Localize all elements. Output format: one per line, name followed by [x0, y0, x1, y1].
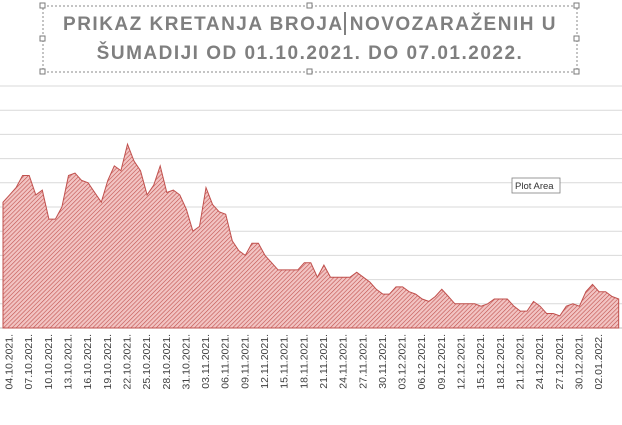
x-tick-label: 21.11.2021. — [318, 334, 330, 389]
chart-title[interactable]: ŠUMADIJI OD 01.10.2021. DO 07.01.2022. — [97, 42, 524, 64]
x-tick-label: 19.10.2021. — [102, 334, 114, 389]
x-tick-label: 30.11.2021. — [377, 334, 389, 389]
selection-handles — [39, 2, 580, 75]
x-tick-label: 18.12.2021. — [495, 334, 507, 389]
x-tick-label: 06.12.2021. — [416, 334, 428, 389]
x-tick-label: 24.12.2021. — [534, 334, 546, 389]
x-tick-label: 16.10.2021. — [82, 334, 94, 389]
x-tick-label: 12.11.2021. — [259, 334, 271, 389]
x-tick-label: 03.11.2021. — [200, 334, 212, 389]
x-tick-label: 06.11.2021. — [220, 334, 232, 389]
x-tick-label: 18.11.2021. — [298, 334, 310, 389]
area — [2, 142, 620, 329]
x-tick-label: 15.12.2021. — [475, 334, 487, 389]
x-tick-label: 27.12.2021. — [554, 334, 566, 389]
x-tick-label: 07.10.2021. — [23, 334, 35, 389]
chart-title[interactable]: PRIKAZ KRETANJA BROJA NOVOZARAŽENIH U — [63, 13, 557, 35]
x-tick-label: 31.10.2021. — [180, 334, 192, 389]
x-tick-label: 02.01.2022. — [593, 334, 605, 389]
x-tick-label: 03.12.2021. — [397, 334, 409, 389]
x-tick-label: 25.10.2021. — [141, 334, 153, 389]
tooltip: Plot Area — [511, 177, 561, 194]
x-tick-label: 27.11.2021. — [357, 334, 369, 389]
tooltip-text: Plot Area — [515, 181, 554, 192]
x-tick-label: 12.12.2021. — [456, 334, 468, 389]
x-tick-label: 28.10.2021. — [161, 334, 173, 389]
x-tick-label: 21.12.2021. — [514, 334, 526, 389]
x-tick-label: 04.10.2021. — [4, 334, 16, 389]
x-tick-label: 15.11.2021. — [279, 334, 291, 389]
x-tick-label: 13.10.2021. — [63, 334, 75, 389]
x-tick-label: 30.12.2021. — [573, 334, 585, 389]
x-tick-label: 22.10.2021. — [121, 334, 133, 389]
x-tick-label: 24.11.2021. — [338, 334, 350, 389]
x-tick-label: 10.10.2021. — [43, 334, 55, 389]
x-tick-label: 09.11.2021. — [239, 334, 251, 389]
x-tick-label: 09.12.2021. — [436, 334, 448, 389]
